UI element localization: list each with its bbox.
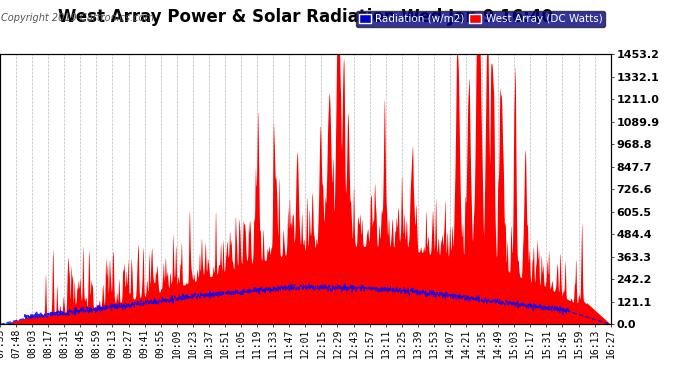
Text: West Array Power & Solar Radiation Wed Jan 9 16:40: West Array Power & Solar Radiation Wed J… (58, 8, 553, 26)
Text: Copyright 2019 Cartronics.com: Copyright 2019 Cartronics.com (1, 13, 155, 23)
Legend: Radiation (w/m2), West Array (DC Watts): Radiation (w/m2), West Array (DC Watts) (355, 11, 605, 27)
